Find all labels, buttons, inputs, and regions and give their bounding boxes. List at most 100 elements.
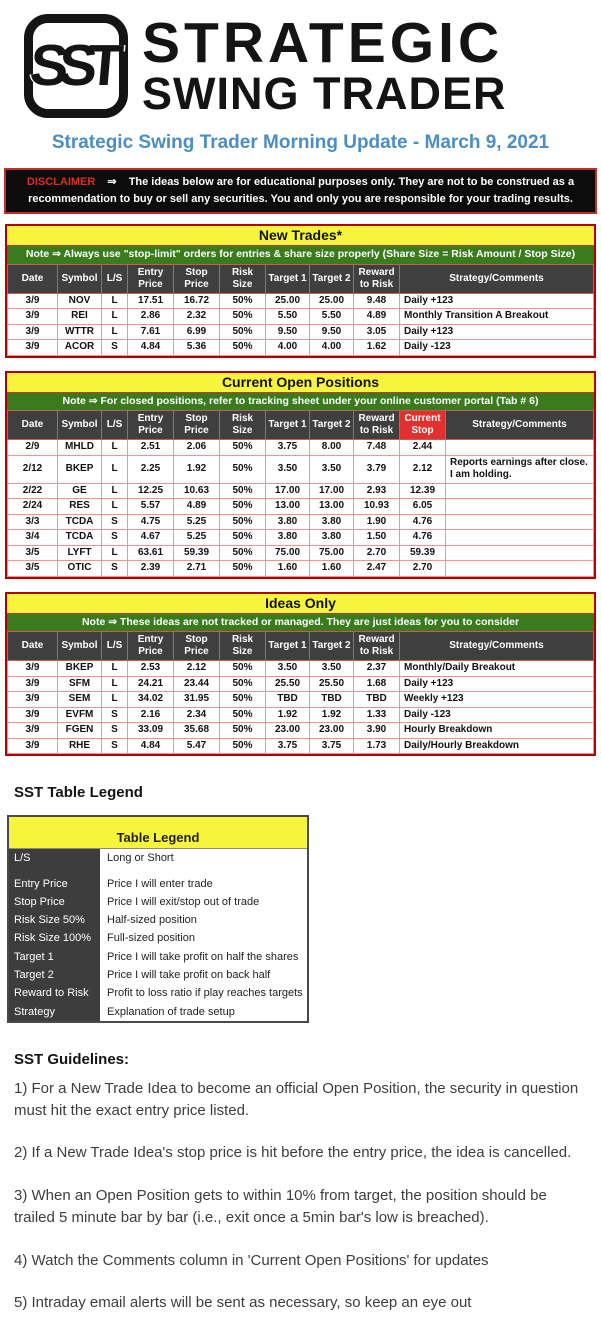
column-header: Reward to Risk bbox=[353, 263, 400, 294]
table-cell: 25.50 bbox=[265, 675, 310, 693]
table-cell bbox=[445, 513, 594, 531]
table-note: Note ⇒ Always use "stop-limit" orders fo… bbox=[7, 246, 594, 264]
table-cell: 3.50 bbox=[265, 660, 310, 677]
legend-term: Reward to Risk bbox=[9, 984, 100, 1003]
table-cell: 23.00 bbox=[309, 722, 354, 739]
table-cell: 35.68 bbox=[173, 722, 220, 739]
table-cell: OTIC bbox=[57, 560, 102, 577]
table-cell: 25.00 bbox=[309, 292, 354, 310]
table-row: 3/9 FGEN S 33.09 35.68 50% 23.00 23.00 3.90 Hourl… bbox=[7, 722, 594, 739]
table-cell bbox=[445, 544, 594, 562]
table-cell: 1.73 bbox=[353, 737, 400, 755]
header-row: Date Symbol L/S Entry Price Stop Price Risk S… bbox=[7, 410, 594, 441]
table-cell: 3.90 bbox=[353, 722, 400, 739]
legend-row: Entry Price Price I will enter trade bbox=[9, 874, 307, 893]
disclaimer-bar: DISCLAIMER ⇒ The ideas below are for edu… bbox=[4, 168, 597, 214]
table-row: 3/5 LYFT L 63.61 59.39 50% 75.00 75.00 2.70 59.39 bbox=[7, 544, 594, 562]
table-cell: 4.75 bbox=[127, 513, 174, 531]
table-cell: 3.75 bbox=[309, 737, 354, 755]
table-cell: 50% bbox=[219, 691, 266, 708]
table-body: 3/9 BKEP L 2.53 2.12 50% 3.50 3.50 2.37 Monthly/D… bbox=[7, 660, 594, 755]
table-cell: 1.92 bbox=[309, 706, 354, 724]
legend-heading: SST Table Legend bbox=[14, 784, 143, 802]
table-cell: 3/3 bbox=[7, 513, 58, 531]
column-header: L/S bbox=[101, 631, 128, 662]
table-cell: 2/22 bbox=[7, 482, 58, 500]
table-cell: 7.61 bbox=[127, 323, 174, 341]
table-cell: 25.50 bbox=[309, 675, 354, 693]
table-cell: 3.80 bbox=[265, 529, 310, 546]
table-cell: 50% bbox=[219, 675, 266, 693]
table-cell: 6.99 bbox=[173, 323, 220, 341]
table-cell: NOV bbox=[57, 292, 102, 310]
table-cell: 8.00 bbox=[309, 439, 354, 456]
legend-term: Strategy bbox=[9, 1002, 100, 1021]
trade-table-new-trades: New Trades* Note ⇒ Always use "stop-limit… bbox=[5, 224, 596, 358]
table-row: 2/22 GE L 12.25 10.63 50% 17.00 17.00 2.93 12.39 bbox=[7, 482, 594, 500]
table-cell: Daily +123 bbox=[399, 675, 594, 693]
table-cell: 50% bbox=[219, 513, 266, 531]
disclaimer-text: The ideas below are for educational purp… bbox=[28, 176, 575, 205]
table-cell: 3/9 bbox=[7, 722, 58, 739]
column-header: Strategy/Comments bbox=[399, 631, 594, 662]
legend-definition: Price I will take profit on back half bbox=[100, 966, 307, 985]
table-cell: 2.32 bbox=[173, 308, 220, 325]
trade-table-ideas-only: Ideas Only Note ⇒ These ideas are not tra… bbox=[5, 591, 596, 757]
table-cell: 50% bbox=[219, 498, 266, 515]
table-row: 3/9 BKEP L 2.53 2.12 50% 3.50 3.50 2.37 Monthly/D… bbox=[7, 660, 594, 677]
table-cell: 13.00 bbox=[309, 498, 354, 515]
table-cell: 10.93 bbox=[353, 498, 400, 515]
table-cell: 63.61 bbox=[127, 544, 174, 562]
table-cell: 3/9 bbox=[7, 339, 58, 356]
table-cell: 5.57 bbox=[127, 498, 174, 515]
legend-rows: L/S Long or Short Entry Price Price I will … bbox=[9, 849, 307, 1021]
table-cell: 50% bbox=[219, 323, 266, 341]
table-cell: 2.93 bbox=[353, 482, 400, 500]
table-cell: 2.06 bbox=[173, 439, 220, 456]
table-cell: 3.75 bbox=[265, 737, 310, 755]
table-cell: 2.47 bbox=[353, 560, 400, 577]
table-cell: 50% bbox=[219, 482, 266, 500]
trade-data-table: Date Symbol L/S Entry Price Stop Price Risk S… bbox=[7, 631, 594, 755]
column-header: Target 2 bbox=[309, 631, 354, 662]
table-title: Ideas Only bbox=[7, 593, 594, 614]
table-cell: S bbox=[101, 513, 128, 531]
table-cell: RHE bbox=[57, 737, 102, 755]
table-cell: 3.80 bbox=[309, 529, 354, 546]
table-cell: 2.25 bbox=[127, 454, 174, 484]
column-header: Target 2 bbox=[309, 410, 354, 441]
table-cell: 23.44 bbox=[173, 675, 220, 693]
legend-definition: Full-sized position bbox=[100, 929, 307, 948]
table-cell: S bbox=[101, 722, 128, 739]
table-cell: 3/9 bbox=[7, 323, 58, 341]
column-header: Stop Price bbox=[173, 410, 220, 441]
table-cell: 1.90 bbox=[353, 513, 400, 531]
legend-definition: Half-sized position bbox=[100, 911, 307, 930]
table-cell: 2.53 bbox=[127, 660, 174, 677]
table-cell: 2.71 bbox=[173, 560, 220, 577]
guideline-item: 2) If a New Trade Idea's stop price is h… bbox=[14, 1144, 572, 1162]
table-cell bbox=[445, 560, 594, 577]
table-cell: EVFM bbox=[57, 706, 102, 724]
table-cell: 16.72 bbox=[173, 292, 220, 310]
legend-definition: Price I will enter trade bbox=[100, 874, 307, 893]
table-note: Note ⇒ These ideas are not tracked or ma… bbox=[7, 613, 594, 632]
table-row: 3/9 REI L 2.86 2.32 50% 5.50 5.50 4.89 Monthly Tr… bbox=[7, 308, 594, 325]
table-row: 3/9 RHE S 4.84 5.47 50% 3.75 3.75 1.73 Daily/Hour… bbox=[7, 737, 594, 755]
column-header: Current Stop bbox=[399, 410, 446, 441]
table-row: 3/9 SFM L 24.21 23.44 50% 25.50 25.50 1.68 Daily … bbox=[7, 675, 594, 693]
table-cell: 3.05 bbox=[353, 323, 400, 341]
table-cell: 3/4 bbox=[7, 529, 58, 546]
table-cell: S bbox=[101, 706, 128, 724]
table-cell: 3.80 bbox=[265, 513, 310, 531]
table-cell: MHLD bbox=[57, 439, 102, 456]
legend-row: Stop Price Price I will exit/stop out of … bbox=[9, 892, 307, 912]
table-cell: Daily -123 bbox=[399, 339, 594, 356]
table-cell: TBD bbox=[309, 691, 354, 708]
table-cell bbox=[445, 439, 594, 456]
legend-row: L/S Long or Short bbox=[9, 849, 307, 875]
table-cell: 3.75 bbox=[265, 439, 310, 456]
table-cell: 10.63 bbox=[173, 482, 220, 500]
column-header: Date bbox=[7, 631, 58, 662]
